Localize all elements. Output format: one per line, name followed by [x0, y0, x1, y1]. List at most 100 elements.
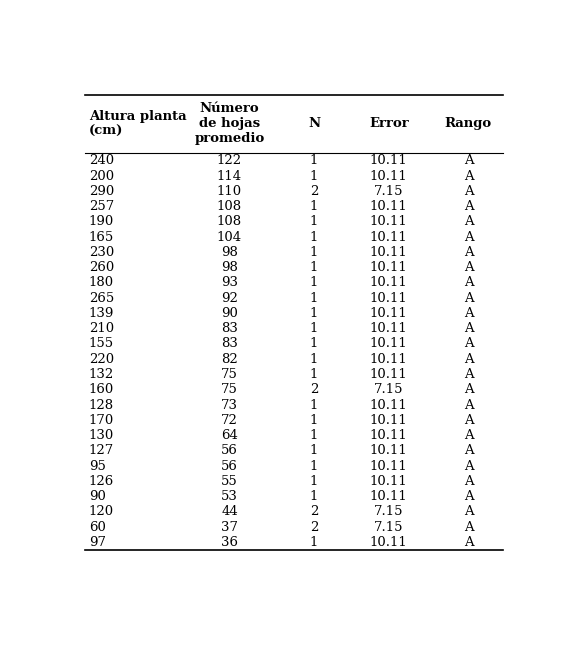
Text: 104: 104 [217, 231, 242, 244]
Text: N: N [308, 118, 320, 130]
Text: 7.15: 7.15 [374, 185, 404, 198]
Text: 2: 2 [310, 383, 318, 397]
Text: 1: 1 [310, 429, 318, 442]
Text: A: A [464, 490, 473, 503]
Text: 73: 73 [221, 399, 238, 412]
Text: 1: 1 [310, 215, 318, 228]
Text: 139: 139 [88, 307, 114, 320]
Text: 265: 265 [88, 292, 114, 305]
Text: 56: 56 [221, 459, 238, 473]
Text: Número
de hojas
promedio: Número de hojas promedio [195, 102, 265, 145]
Text: A: A [464, 414, 473, 427]
Text: 1: 1 [310, 276, 318, 290]
Text: 1: 1 [310, 338, 318, 350]
Text: 1: 1 [310, 399, 318, 412]
Text: 290: 290 [88, 185, 114, 198]
Text: 230: 230 [88, 246, 114, 259]
Text: A: A [464, 261, 473, 274]
Text: 10.11: 10.11 [370, 322, 408, 335]
Text: 1: 1 [310, 414, 318, 427]
Text: 10.11: 10.11 [370, 292, 408, 305]
Text: 1: 1 [310, 475, 318, 488]
Text: 130: 130 [88, 429, 114, 442]
Text: 128: 128 [88, 399, 114, 412]
Text: 260: 260 [88, 261, 114, 274]
Text: 90: 90 [221, 307, 238, 320]
Text: 56: 56 [221, 444, 238, 457]
Text: A: A [464, 429, 473, 442]
Text: 108: 108 [217, 215, 242, 228]
Text: 165: 165 [88, 231, 114, 244]
Text: 220: 220 [88, 353, 114, 366]
Text: Altura planta
(cm): Altura planta (cm) [88, 110, 187, 138]
Text: 110: 110 [217, 185, 242, 198]
Text: 155: 155 [88, 338, 114, 350]
Text: 1: 1 [310, 536, 318, 549]
Text: 1: 1 [310, 169, 318, 182]
Text: 10.11: 10.11 [370, 429, 408, 442]
Text: A: A [464, 292, 473, 305]
Text: 10.11: 10.11 [370, 444, 408, 457]
Text: A: A [464, 521, 473, 533]
Text: 1: 1 [310, 459, 318, 473]
Text: 98: 98 [221, 261, 238, 274]
Text: 10.11: 10.11 [370, 490, 408, 503]
Text: 83: 83 [221, 322, 238, 335]
Text: 44: 44 [221, 506, 238, 518]
Text: A: A [464, 506, 473, 518]
Text: A: A [464, 307, 473, 320]
Text: 10.11: 10.11 [370, 231, 408, 244]
Text: 10.11: 10.11 [370, 399, 408, 412]
Text: Error: Error [369, 118, 409, 130]
Text: 83: 83 [221, 338, 238, 350]
Text: 10.11: 10.11 [370, 261, 408, 274]
Text: 98: 98 [221, 246, 238, 259]
Text: 1: 1 [310, 200, 318, 213]
Text: 240: 240 [88, 154, 114, 167]
Text: 1: 1 [310, 353, 318, 366]
Text: 10.11: 10.11 [370, 536, 408, 549]
Text: 10.11: 10.11 [370, 475, 408, 488]
Text: A: A [464, 353, 473, 366]
Text: 92: 92 [221, 292, 238, 305]
Text: 90: 90 [88, 490, 106, 503]
Text: A: A [464, 536, 473, 549]
Text: 190: 190 [88, 215, 114, 228]
Text: 1: 1 [310, 246, 318, 259]
Text: 10.11: 10.11 [370, 338, 408, 350]
Text: A: A [464, 399, 473, 412]
Text: 122: 122 [217, 154, 242, 167]
Text: 10.11: 10.11 [370, 276, 408, 290]
Text: 1: 1 [310, 292, 318, 305]
Text: 7.15: 7.15 [374, 383, 404, 397]
Text: A: A [464, 154, 473, 167]
Text: 64: 64 [221, 429, 238, 442]
Text: 2: 2 [310, 521, 318, 533]
Text: 132: 132 [88, 368, 114, 381]
Text: A: A [464, 444, 473, 457]
Text: 7.15: 7.15 [374, 521, 404, 533]
Text: 10.11: 10.11 [370, 307, 408, 320]
Text: A: A [464, 383, 473, 397]
Text: 1: 1 [310, 368, 318, 381]
Text: 95: 95 [88, 459, 106, 473]
Text: 160: 160 [88, 383, 114, 397]
Text: 2: 2 [310, 185, 318, 198]
Text: 55: 55 [221, 475, 238, 488]
Text: 37: 37 [221, 521, 238, 533]
Text: 120: 120 [88, 506, 114, 518]
Text: 1: 1 [310, 444, 318, 457]
Text: 75: 75 [221, 383, 238, 397]
Text: A: A [464, 200, 473, 213]
Text: 72: 72 [221, 414, 238, 427]
Text: 127: 127 [88, 444, 114, 457]
Text: A: A [464, 185, 473, 198]
Text: A: A [464, 169, 473, 182]
Text: 10.11: 10.11 [370, 246, 408, 259]
Text: 1: 1 [310, 231, 318, 244]
Text: 53: 53 [221, 490, 238, 503]
Text: 10.11: 10.11 [370, 368, 408, 381]
Text: 36: 36 [221, 536, 238, 549]
Text: 1: 1 [310, 322, 318, 335]
Text: A: A [464, 246, 473, 259]
